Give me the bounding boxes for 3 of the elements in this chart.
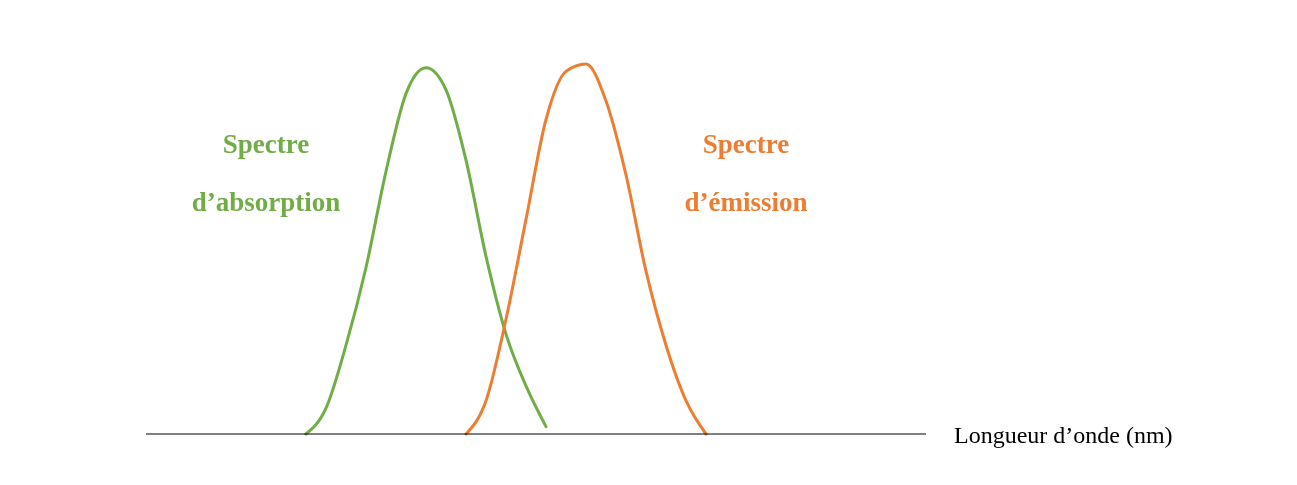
series-label: Spectre d’absorption	[191, 129, 341, 218]
series-label: Spectre d’émission	[684, 129, 808, 218]
x-axis-title: Longueur d’onde (nm)	[954, 422, 1173, 448]
